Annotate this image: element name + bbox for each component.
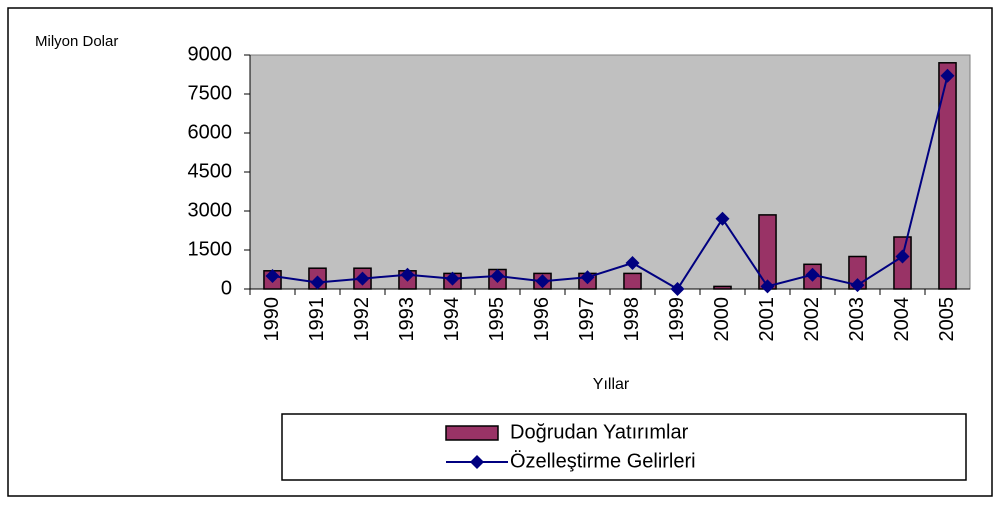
marker xyxy=(445,271,460,286)
plot-area xyxy=(249,54,971,290)
marker xyxy=(715,211,730,226)
marker xyxy=(760,279,775,294)
x-tick-label: 1998 xyxy=(621,297,643,342)
x-tick-label: 1994 xyxy=(441,297,463,342)
x-tick-label: 1992 xyxy=(351,297,373,342)
marker xyxy=(400,267,415,282)
y-tick-label: 6000 xyxy=(188,121,233,143)
x-axis-label: Yıllar xyxy=(593,376,630,393)
marker xyxy=(625,256,640,270)
marker xyxy=(490,269,505,283)
x-tick-label: 2001 xyxy=(756,297,778,342)
x-tick-label: 2002 xyxy=(801,297,823,342)
x-tick-label: 2004 xyxy=(891,297,913,342)
y-tick-label: 3000 xyxy=(188,199,233,221)
bar xyxy=(938,62,957,290)
x-tick-label: 2000 xyxy=(711,297,733,342)
y-tick-label: 0 xyxy=(221,277,232,299)
legend-label: Özelleştirme Gelirleri xyxy=(510,450,696,472)
y-tick-label: 9000 xyxy=(188,43,233,65)
x-tick-label: 1996 xyxy=(531,297,553,342)
marker xyxy=(805,267,820,282)
marker xyxy=(895,249,910,264)
x-tick-label: 2005 xyxy=(936,297,958,342)
x-tick-label: 2003 xyxy=(846,297,868,342)
x-tick-label: 1990 xyxy=(261,297,283,342)
marker xyxy=(310,275,325,290)
x-tick-label: 1999 xyxy=(666,297,688,342)
marker xyxy=(535,274,550,289)
y-tick-label: 1500 xyxy=(188,238,233,260)
x-tick-label: 1993 xyxy=(396,297,418,342)
legend-marker xyxy=(470,455,484,469)
legend-label: Doğrudan Yatırımlar xyxy=(510,421,689,443)
y-tick-label: 7500 xyxy=(188,82,233,104)
legend xyxy=(281,413,967,481)
marker xyxy=(940,68,955,83)
marker xyxy=(355,271,370,286)
bar xyxy=(623,272,642,290)
marker xyxy=(670,282,685,296)
x-tick-label: 1995 xyxy=(486,297,508,342)
x-tick-label: 1997 xyxy=(576,297,598,342)
y-tick-label: 4500 xyxy=(188,160,233,182)
marker xyxy=(580,270,595,285)
bar xyxy=(713,285,732,290)
marker xyxy=(850,278,865,293)
legend-swatch xyxy=(445,425,499,441)
marker xyxy=(265,269,280,283)
y-axis-label: Milyon Dolar xyxy=(35,33,118,50)
x-tick-label: 1991 xyxy=(306,297,328,342)
line xyxy=(272,75,949,291)
